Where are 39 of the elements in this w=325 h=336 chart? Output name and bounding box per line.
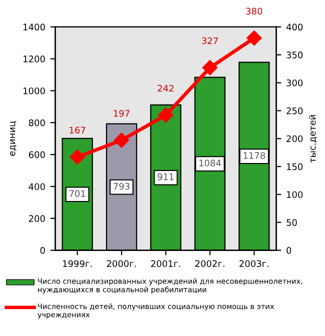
data-label: 1178 (244, 152, 266, 159)
point (246, 30, 262, 46)
x-tick-label: 2001г. (151, 260, 180, 268)
y-tick-label: 0 (40, 247, 45, 254)
x-tick-label: 2000г. (106, 260, 136, 268)
y2-tick-label: 50 (286, 219, 297, 226)
data-label: 197 (114, 110, 130, 117)
y-tick-label: 800 (28, 119, 45, 126)
y2-tick-label: 350 (286, 52, 303, 58)
y-tick-label: 1400 (24, 24, 45, 30)
data-label: 167 (70, 126, 86, 134)
y2-axis-title: тыс.детей (308, 115, 317, 163)
y2-tick-label: 400 (286, 24, 303, 30)
y2-tick-label: 150 (286, 163, 303, 170)
y2-tick-label: 200 (286, 135, 303, 142)
data-label: 242 (158, 84, 174, 92)
data-label: 327 (202, 37, 218, 44)
x-tick-label: 2003г. (240, 260, 268, 268)
y-tick-label: 200 (28, 215, 45, 222)
y-tick-label: 400 (28, 183, 45, 190)
point (70, 149, 85, 165)
y2-tick-label: 100 (286, 191, 303, 198)
y2-tick-label: 0 (286, 247, 292, 254)
y-tick-label: 600 (28, 151, 45, 158)
y2-tick-label: 300 (286, 79, 303, 86)
y-tick-label: 1200 (24, 56, 45, 62)
point (158, 108, 174, 123)
data-label: 380 (246, 8, 262, 15)
x-tick-label: 2002г. (195, 260, 224, 268)
data-label: 793 (114, 182, 130, 190)
point (202, 60, 218, 76)
data-label: 701 (69, 190, 86, 197)
data-label: 1084 (199, 160, 221, 166)
data-label: 911 (158, 173, 174, 180)
y-tick-label: 1000 (24, 87, 45, 94)
y2-tick-label: 250 (286, 107, 303, 114)
x-tick-label: 1999г. (63, 260, 92, 268)
y-axis-title: единиц (10, 121, 16, 156)
point (114, 132, 130, 148)
